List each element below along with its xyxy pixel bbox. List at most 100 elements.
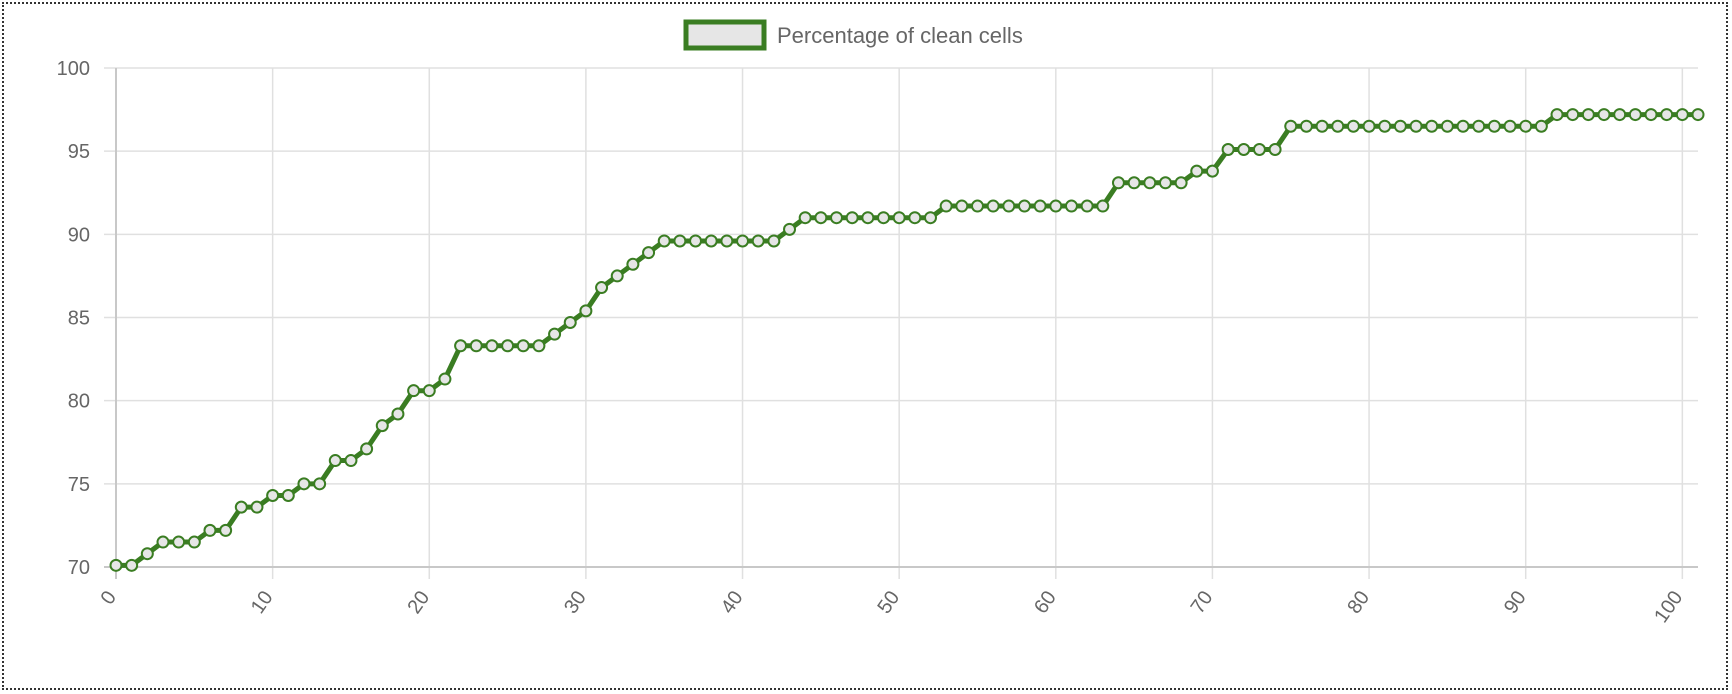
data-point[interactable] bbox=[673, 234, 687, 248]
data-point[interactable] bbox=[1096, 199, 1110, 213]
data-point[interactable] bbox=[923, 211, 937, 225]
data-point[interactable] bbox=[704, 234, 718, 248]
legend-label[interactable]: Percentage of clean cells bbox=[777, 23, 1023, 48]
data-point[interactable] bbox=[469, 339, 483, 353]
data-point[interactable] bbox=[140, 547, 154, 561]
data-point[interactable] bbox=[1378, 119, 1392, 133]
data-point[interactable] bbox=[234, 500, 248, 514]
data-point[interactable] bbox=[1064, 199, 1078, 213]
data-point[interactable] bbox=[156, 535, 170, 549]
data-point[interactable] bbox=[986, 199, 1000, 213]
data-point[interactable] bbox=[125, 558, 139, 572]
data-point[interactable] bbox=[1346, 119, 1360, 133]
data-point[interactable] bbox=[313, 477, 327, 491]
data-point[interactable] bbox=[1205, 164, 1219, 178]
data-point[interactable] bbox=[783, 222, 797, 236]
data-point[interactable] bbox=[970, 199, 984, 213]
data-point[interactable] bbox=[798, 211, 812, 225]
data-point[interactable] bbox=[1409, 119, 1423, 133]
data-point[interactable] bbox=[579, 304, 593, 318]
data-point[interactable] bbox=[501, 339, 515, 353]
data-point[interactable] bbox=[1613, 108, 1627, 122]
data-point[interactable] bbox=[814, 211, 828, 225]
data-point[interactable] bbox=[548, 327, 562, 341]
data-point[interactable] bbox=[360, 442, 374, 456]
data-point[interactable] bbox=[1440, 119, 1454, 133]
data-point[interactable] bbox=[438, 372, 452, 386]
data-point[interactable] bbox=[1425, 119, 1439, 133]
data-point[interactable] bbox=[1221, 143, 1235, 157]
data-point[interactable] bbox=[1628, 108, 1642, 122]
data-point[interactable] bbox=[187, 535, 201, 549]
data-point[interactable] bbox=[1472, 119, 1486, 133]
data-point[interactable] bbox=[203, 523, 217, 537]
data-point[interactable] bbox=[532, 339, 546, 353]
data-point[interactable] bbox=[736, 234, 750, 248]
data-point[interactable] bbox=[1033, 199, 1047, 213]
data-point[interactable] bbox=[1362, 119, 1376, 133]
data-point[interactable] bbox=[861, 211, 875, 225]
data-point[interactable] bbox=[391, 407, 405, 421]
data-point[interactable] bbox=[266, 488, 280, 502]
data-point[interactable] bbox=[908, 211, 922, 225]
data-point[interactable] bbox=[1691, 108, 1705, 122]
data-point[interactable] bbox=[689, 234, 703, 248]
data-point[interactable] bbox=[1111, 176, 1125, 190]
data-point[interactable] bbox=[1237, 143, 1251, 157]
data-point[interactable] bbox=[250, 500, 264, 514]
data-point[interactable] bbox=[1331, 119, 1345, 133]
data-point[interactable] bbox=[1315, 119, 1329, 133]
data-point[interactable] bbox=[1534, 119, 1548, 133]
data-point[interactable] bbox=[1675, 108, 1689, 122]
data-point[interactable] bbox=[1456, 119, 1470, 133]
data-point[interactable] bbox=[1080, 199, 1094, 213]
data-point[interactable] bbox=[1566, 108, 1580, 122]
data-point[interactable] bbox=[172, 535, 186, 549]
data-point[interactable] bbox=[563, 315, 577, 329]
data-point[interactable] bbox=[751, 234, 765, 248]
data-point[interactable] bbox=[1550, 108, 1564, 122]
data-point[interactable] bbox=[1143, 176, 1157, 190]
data-point[interactable] bbox=[1644, 108, 1658, 122]
data-point[interactable] bbox=[516, 339, 530, 353]
data-point[interactable] bbox=[109, 558, 123, 572]
data-point[interactable] bbox=[830, 211, 844, 225]
data-point[interactable] bbox=[595, 281, 609, 295]
data-point[interactable] bbox=[422, 384, 436, 398]
data-point[interactable] bbox=[1660, 108, 1674, 122]
data-point[interactable] bbox=[1127, 176, 1141, 190]
data-point[interactable] bbox=[1487, 119, 1501, 133]
data-point[interactable] bbox=[1393, 119, 1407, 133]
data-point[interactable] bbox=[626, 257, 640, 271]
legend-swatch[interactable] bbox=[683, 19, 767, 51]
data-point[interactable] bbox=[1299, 119, 1313, 133]
data-point[interactable] bbox=[1519, 119, 1533, 133]
data-point[interactable] bbox=[1268, 143, 1282, 157]
data-point[interactable] bbox=[344, 454, 358, 468]
data-point[interactable] bbox=[407, 384, 421, 398]
data-point[interactable] bbox=[1252, 143, 1266, 157]
data-point[interactable] bbox=[454, 339, 468, 353]
data-point[interactable] bbox=[720, 234, 734, 248]
data-point[interactable] bbox=[1174, 176, 1188, 190]
data-point[interactable] bbox=[1002, 199, 1016, 213]
data-point[interactable] bbox=[657, 234, 671, 248]
data-point[interactable] bbox=[955, 199, 969, 213]
data-point[interactable] bbox=[375, 419, 389, 433]
data-point[interactable] bbox=[1503, 119, 1517, 133]
data-point[interactable] bbox=[610, 269, 624, 283]
data-point[interactable] bbox=[219, 523, 233, 537]
data-point[interactable] bbox=[485, 339, 499, 353]
data-point[interactable] bbox=[1017, 199, 1031, 213]
legend[interactable]: Percentage of clean cells bbox=[683, 19, 1023, 51]
data-point[interactable] bbox=[892, 211, 906, 225]
data-point[interactable] bbox=[281, 488, 295, 502]
data-point[interactable] bbox=[1190, 164, 1204, 178]
data-point[interactable] bbox=[1158, 176, 1172, 190]
data-point[interactable] bbox=[939, 199, 953, 213]
data-point[interactable] bbox=[1581, 108, 1595, 122]
data-point[interactable] bbox=[767, 234, 781, 248]
data-point[interactable] bbox=[297, 477, 311, 491]
data-point[interactable] bbox=[328, 454, 342, 468]
data-point[interactable] bbox=[845, 211, 859, 225]
